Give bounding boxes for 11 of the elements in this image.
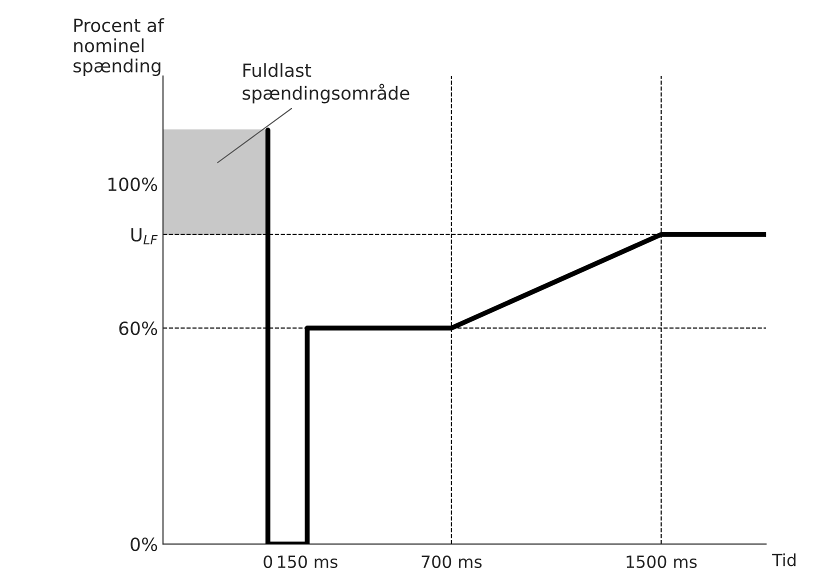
y-axis-title: Procent af nominel spænding [74,18,164,76]
x-tick-label: 1500 ms [626,555,697,568]
band-label: Fuldlast spændingsområde [242,63,410,104]
x-tick-label: 150 ms [278,555,338,568]
y-tick-label: 0% [130,538,158,552]
y-tick-label: U$_{LF}$ [131,228,158,244]
y-tick-label: 100% [108,178,158,192]
y-tick-label: 60% [119,322,158,336]
x-axis-title: Tid [772,553,796,566]
x-tick-label: 700 ms [422,555,482,568]
x-tick-label: 0 [264,555,272,568]
